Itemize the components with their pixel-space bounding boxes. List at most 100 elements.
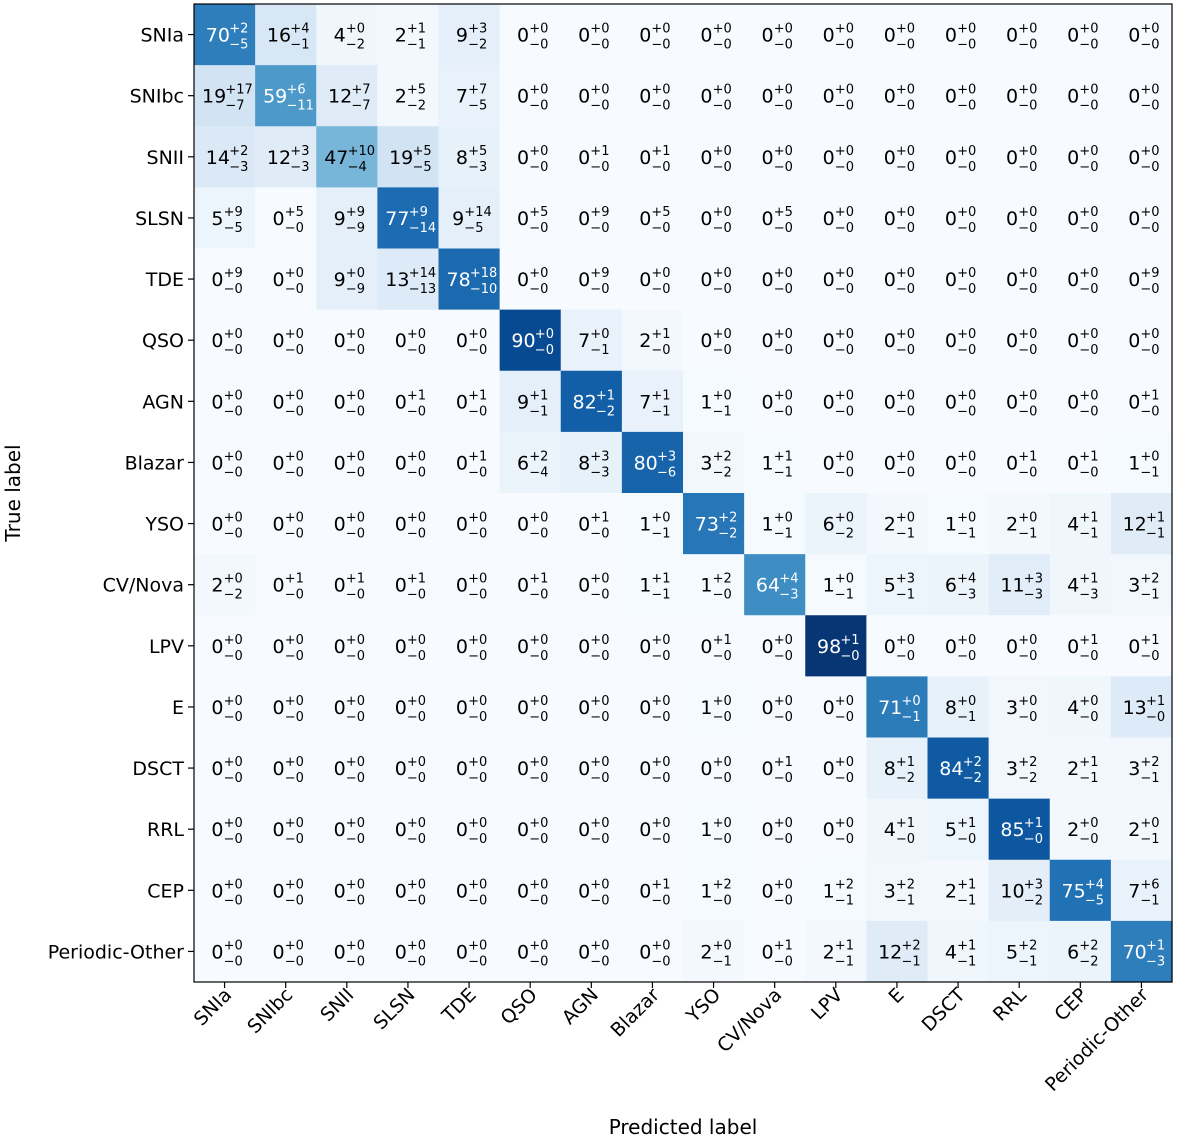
y-tick-label: QSO — [142, 330, 184, 352]
cell-error-plus: +0 — [1140, 327, 1159, 342]
cell-value: 7 — [578, 330, 590, 352]
heatmap-cell — [988, 126, 1051, 188]
cell-value: 0 — [823, 391, 835, 413]
cell-error-minus: −3 — [779, 588, 798, 603]
cell-value: 0 — [884, 86, 896, 108]
cell-error-plus: +0 — [1079, 83, 1098, 98]
cell-error-plus: +0 — [224, 511, 243, 526]
heatmap-cell — [377, 370, 440, 433]
heatmap-cell — [377, 676, 440, 739]
cell-value: 6 — [517, 452, 529, 474]
cell-value: 0 — [762, 391, 774, 413]
heatmap-cell — [377, 920, 440, 983]
cell-value: 70 — [206, 25, 230, 47]
heatmap-cell — [621, 248, 684, 311]
cell-error-plus: +1 — [285, 572, 304, 587]
heatmap-cell — [683, 676, 745, 739]
cell-error-minus: −0 — [713, 99, 732, 114]
cell-value: 0 — [639, 880, 651, 902]
cell-error-plus: +1 — [346, 572, 365, 587]
cell-error-minus: −0 — [346, 404, 365, 419]
cell-value: 0 — [273, 391, 285, 413]
heatmap-cell — [316, 187, 378, 250]
cell-value: 0 — [762, 269, 774, 291]
cell-error-minus: −0 — [957, 832, 976, 847]
cell-error-minus: −0 — [957, 649, 976, 664]
cell-error-minus: −0 — [835, 160, 854, 175]
cell-error-minus: −3 — [957, 588, 976, 603]
cell-value: 2 — [1067, 819, 1079, 841]
cell-error-plus: +1 — [1140, 633, 1159, 648]
cell-error-minus: −0 — [285, 465, 304, 480]
cell-value: 0 — [578, 575, 590, 597]
cell-error-minus: −2 — [1024, 893, 1043, 908]
cell-error-minus: −0 — [1079, 465, 1098, 480]
cell-error-plus: +0 — [835, 449, 854, 464]
heatmap-cell — [927, 737, 990, 800]
cell-error-plus: +0 — [346, 938, 365, 953]
cell-value: 0 — [945, 25, 957, 47]
cell-error-minus: −0 — [407, 832, 426, 847]
cell-value: 8 — [456, 147, 468, 169]
cell-error-plus: +9 — [1140, 266, 1159, 281]
cell-value: 0 — [517, 758, 529, 780]
heatmap-cell — [438, 126, 501, 188]
cell-error-minus: −0 — [407, 710, 426, 725]
cell-error-minus: −0 — [407, 404, 426, 419]
cell-value: 0 — [334, 514, 346, 536]
heatmap-cell — [621, 493, 684, 555]
cell-value: 1 — [700, 575, 712, 597]
cell-error-plus: +0 — [224, 816, 243, 831]
cell-error-minus: −0 — [346, 832, 365, 847]
heatmap-cell — [499, 737, 562, 800]
cell-error-minus: −1 — [713, 954, 732, 969]
cell-error-minus: −0 — [896, 465, 915, 480]
cell-value: 0 — [578, 636, 590, 658]
heatmap-cell — [560, 4, 623, 66]
cell-value: 71 — [878, 697, 902, 719]
cell-value: 1 — [700, 391, 712, 413]
cell-error-plus: +0 — [407, 633, 426, 648]
cell-value: 0 — [334, 941, 346, 963]
heatmap-cell — [1110, 493, 1173, 555]
cell-value: 0 — [1128, 269, 1140, 291]
cell-value: 0 — [762, 147, 774, 169]
cell-value: 0 — [211, 269, 223, 291]
cell-error-minus: −0 — [1140, 343, 1159, 358]
cell-error-plus: +6 — [287, 83, 306, 98]
cell-value: 0 — [211, 330, 223, 352]
cell-error-minus: −0 — [774, 221, 793, 236]
cell-value: 0 — [700, 25, 712, 47]
heatmap-cell — [560, 554, 623, 616]
cell-error-plus: +0 — [1140, 205, 1159, 220]
cell-error-minus: −0 — [285, 649, 304, 664]
cell-value: 0 — [823, 269, 835, 291]
heatmap-cell — [499, 309, 562, 372]
cell-error-minus: −0 — [713, 38, 732, 53]
heatmap-cell — [744, 4, 806, 66]
cell-value: 0 — [639, 208, 651, 230]
cell-error-minus: −1 — [835, 588, 854, 603]
heatmap-cell — [1049, 370, 1112, 433]
cell-error-plus: +1 — [1024, 816, 1043, 831]
heatmap-cell — [499, 554, 562, 616]
cell-error-minus: −0 — [1018, 404, 1037, 419]
cell-value: 85 — [1000, 819, 1024, 841]
heatmap-cell — [744, 65, 806, 127]
cell-error-plus: +1 — [774, 755, 793, 770]
cell-value: 0 — [456, 575, 468, 597]
cell-value: 6 — [1067, 941, 1079, 963]
cell-value: 0 — [395, 636, 407, 658]
cell-error-plus: +0 — [1018, 388, 1037, 403]
cell-value: 0 — [639, 86, 651, 108]
cell-value: 0 — [1006, 208, 1018, 230]
heatmap-cell — [1110, 615, 1173, 677]
cell-value: 0 — [395, 452, 407, 474]
heatmap-cell — [560, 493, 623, 555]
cell-error-plus: +0 — [346, 22, 365, 37]
cell-value: 0 — [517, 880, 529, 902]
cell-error-plus: +0 — [896, 633, 915, 648]
cell-error-plus: +0 — [1079, 144, 1098, 159]
cell-error-minus: −2 — [718, 527, 737, 542]
cell-error-minus: −0 — [407, 649, 426, 664]
